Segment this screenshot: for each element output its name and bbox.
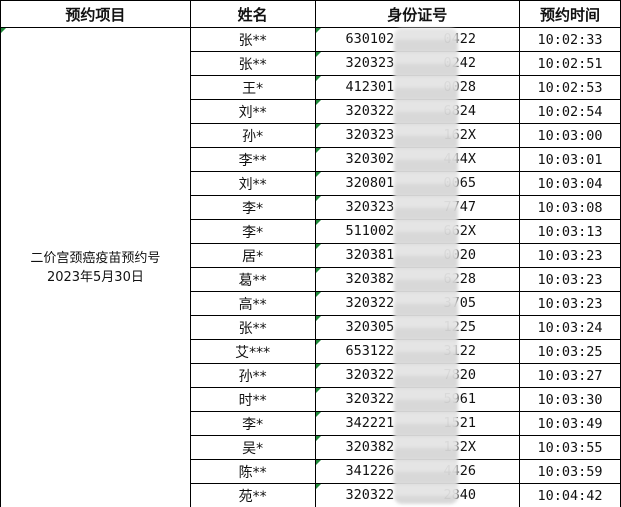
id-prefix: 320305 [345,319,395,335]
name-cell[interactable]: 葛** [189,267,316,292]
id-prefix: 511002 [345,223,395,239]
number-as-text-marker [315,388,321,393]
id-prefix: 320322 [345,487,395,503]
number-as-text-marker [1,28,6,33]
project-date: 2023年5月30日 [46,269,144,285]
name-cell[interactable]: 刘** [189,171,316,196]
number-as-text-marker [315,100,321,105]
name-cell[interactable]: 李* [189,195,316,220]
time-cell[interactable]: 10:04:42 [519,483,621,507]
number-as-text-marker [315,268,321,273]
time-cell[interactable]: 10:03:13 [519,219,621,244]
table-row: 艾*** 653122 3122 10:03:25 [1,339,621,364]
number-as-text-marker [315,244,321,249]
number-as-text-marker [315,484,321,489]
number-as-text-marker [315,364,321,369]
name-cell[interactable]: 张** [189,51,316,76]
id-prefix: 320323 [345,199,395,215]
number-as-text-marker [315,52,321,57]
name-cell[interactable]: 居* [189,243,316,268]
id-prefix: 320322 [345,295,395,311]
number-as-text-marker [315,76,321,81]
id-prefix: 630102 [345,31,395,47]
name-cell[interactable]: 孙* [189,123,316,148]
time-cell[interactable]: 10:02:53 [519,75,621,100]
number-as-text-marker [315,316,321,321]
table-row: 二价宫颈癌疫苗预约号 2023年5月30日 张** 630102 0422 10:02:3… [0,27,621,507]
id-prefix: 342221 [345,415,395,431]
time-cell[interactable]: 10:03:01 [519,147,621,172]
name-cell[interactable]: 刘** [189,99,316,124]
time-cell[interactable]: 10:03:04 [519,171,621,196]
name-cell[interactable]: 张** [189,315,316,340]
number-as-text-marker [315,172,321,177]
id-prefix: 320801 [345,175,395,191]
time-cell[interactable]: 10:03:23 [519,291,621,316]
project-title: 二价宫颈癌疫苗预约号 [30,250,161,266]
table-row: 李* 342221 1521 10:03:49 [1,411,621,436]
time-cell[interactable]: 10:03:00 [519,123,621,148]
time-cell[interactable]: 10:03:27 [519,363,621,388]
time-cell[interactable]: 10:03:23 [519,243,621,268]
name-cell[interactable]: 高** [189,291,316,316]
table-row: 时** 320322 5961 10:03:30 [1,387,621,412]
redaction-blur [394,28,458,504]
time-cell[interactable]: 10:02:54 [519,99,621,124]
time-cell[interactable]: 10:03:25 [519,339,621,364]
name-cell[interactable]: 李* [189,411,316,436]
time-cell[interactable]: 10:03:59 [519,459,621,484]
id-prefix: 412301 [345,79,395,95]
number-as-text-marker [315,148,321,153]
id-prefix: 320322 [345,367,395,383]
number-as-text-marker [315,340,321,345]
time-cell[interactable]: 10:03:24 [519,315,621,340]
header-id[interactable]: 身份证号 [314,0,521,28]
id-prefix: 320323 [345,127,395,143]
id-prefix: 320322 [345,103,395,119]
project-cell[interactable]: 二价宫颈癌疫苗预约号 2023年5月30日 [0,27,191,507]
time-cell[interactable]: 10:02:33 [519,27,621,52]
header-time[interactable]: 预约时间 [519,0,621,28]
name-cell[interactable]: 张** [189,27,316,52]
name-cell[interactable]: 时** [189,387,316,412]
name-cell[interactable]: 陈** [189,459,316,484]
number-as-text-marker [315,28,321,33]
id-prefix: 320382 [345,439,395,455]
number-as-text-marker [315,436,321,441]
id-prefix: 320382 [345,271,395,287]
time-cell[interactable]: 10:03:49 [519,411,621,436]
table-row: 刘** 320322 6824 10:02:54 [1,99,621,124]
name-cell[interactable]: 苑** [189,483,316,507]
id-prefix: 341226 [345,463,395,479]
number-as-text-marker [315,412,321,417]
id-prefix: 320322 [345,391,395,407]
header-name[interactable]: 姓名 [189,0,316,28]
id-prefix: 320302 [345,151,395,167]
number-as-text-marker [315,196,321,201]
name-cell[interactable]: 孙** [189,363,316,388]
name-cell[interactable]: 李** [189,147,316,172]
number-as-text-marker [315,292,321,297]
number-as-text-marker [315,220,321,225]
table-row: 苑** 320322 2840 10:04:42 [1,483,621,507]
number-as-text-marker [315,124,321,129]
name-cell[interactable]: 吴* [189,435,316,460]
id-prefix: 653122 [345,343,395,359]
name-cell[interactable]: 王* [189,75,316,100]
number-as-text-marker [315,460,321,465]
header-project[interactable]: 预约项目 [0,0,191,28]
time-cell[interactable]: 10:03:30 [519,387,621,412]
time-cell[interactable]: 10:03:23 [519,267,621,292]
id-prefix: 320381 [345,247,395,263]
time-cell[interactable]: 10:03:08 [519,195,621,220]
time-cell[interactable]: 10:03:55 [519,435,621,460]
header-row: 预约项目 姓名 身份证号 预约时间 [0,0,621,28]
id-prefix: 320323 [345,55,395,71]
name-cell[interactable]: 李* [189,219,316,244]
name-cell[interactable]: 艾*** [189,339,316,364]
time-cell[interactable]: 10:02:51 [519,51,621,76]
